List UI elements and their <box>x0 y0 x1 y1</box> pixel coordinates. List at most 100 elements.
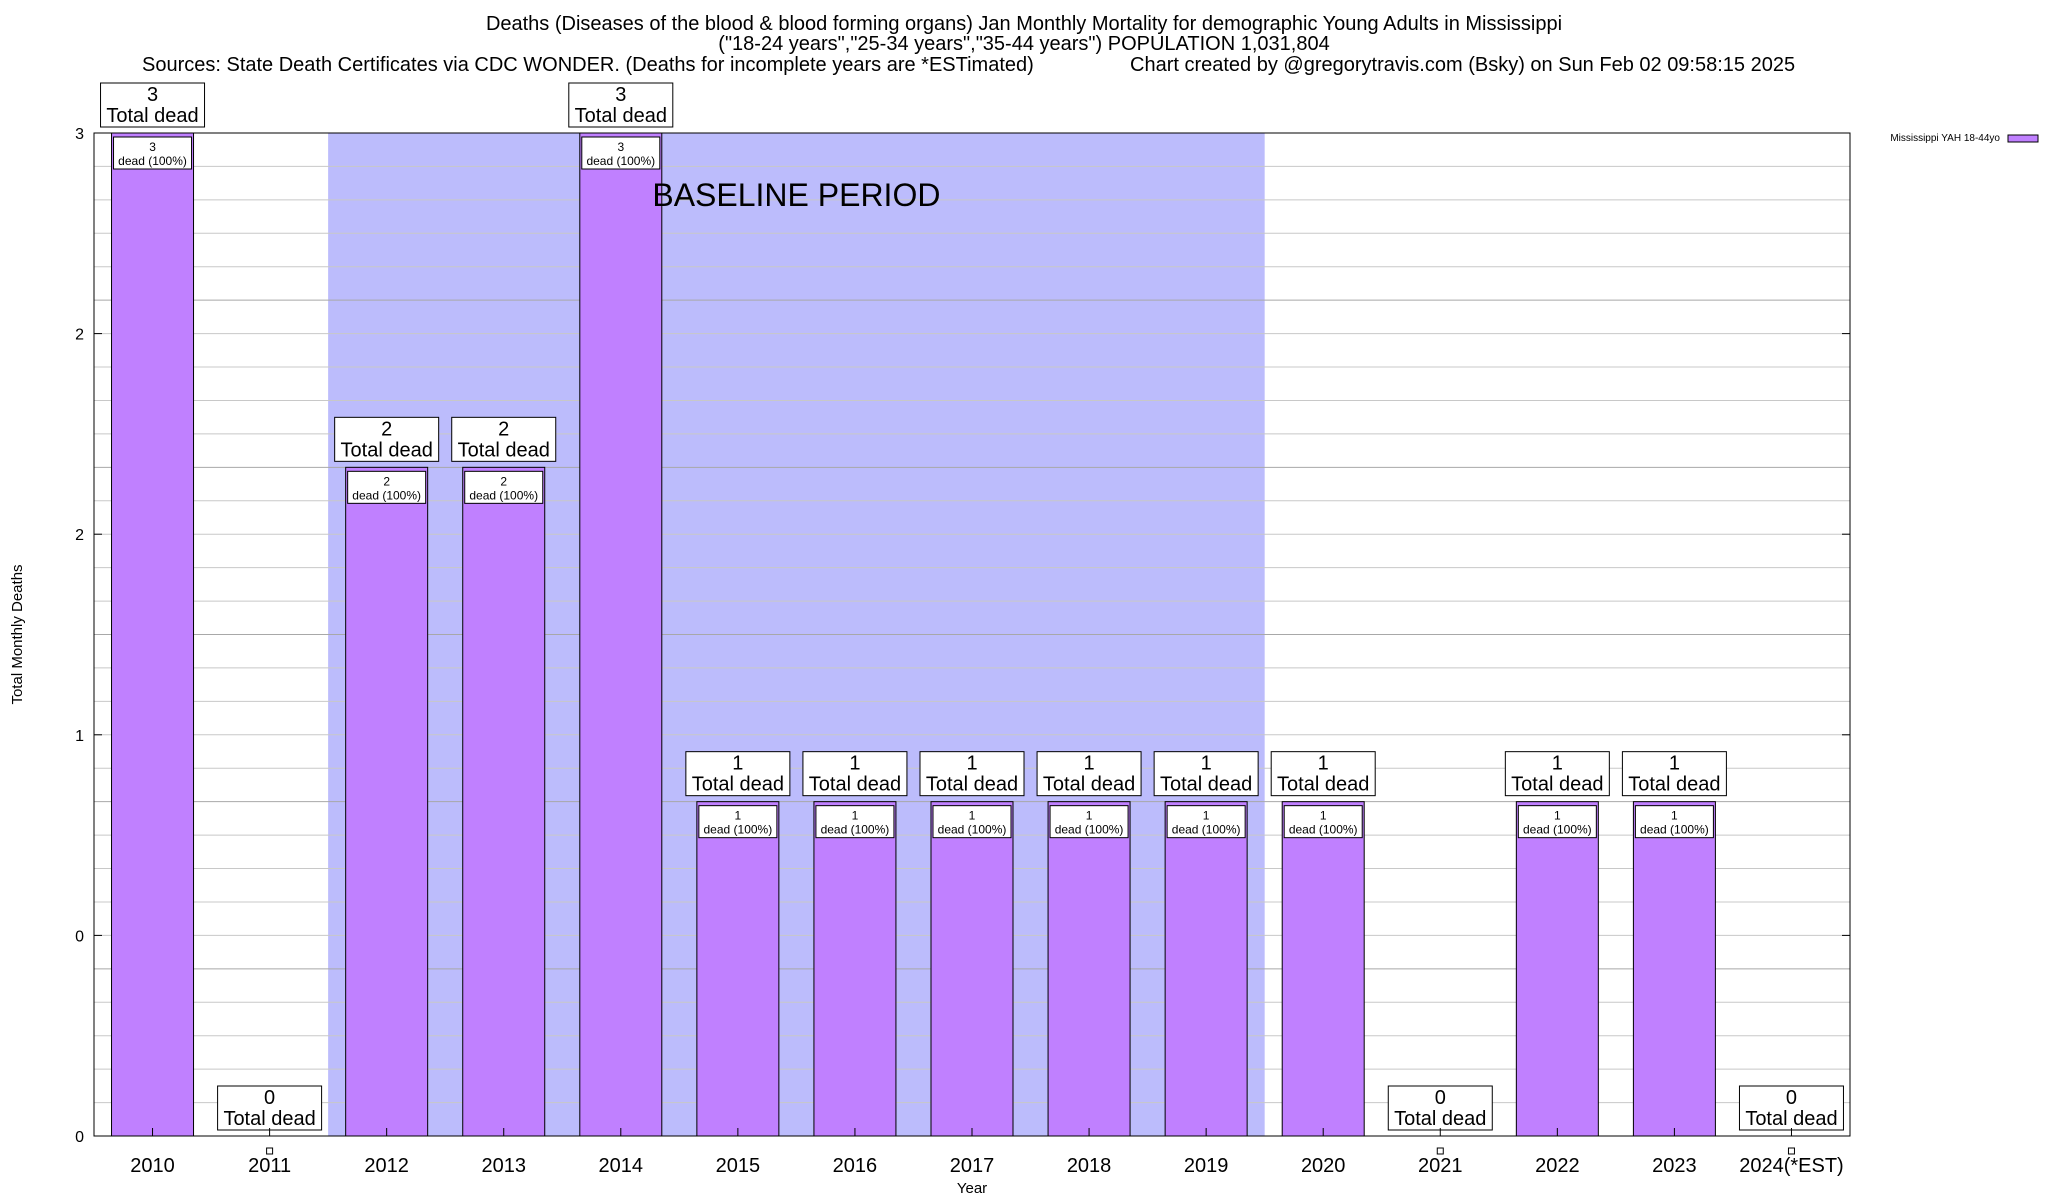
x-tick-label: 2023 <box>1652 1155 1697 1177</box>
bar-inner-value: 1 <box>1320 809 1327 823</box>
x-tick-label: 2021 <box>1418 1155 1463 1177</box>
bar-inner-value: 3 <box>149 140 156 154</box>
x-tick-label: 2024(*EST) <box>1739 1155 1844 1177</box>
total-label-box <box>1504 751 1610 797</box>
bar-inner-value: 1 <box>1203 809 1210 823</box>
x-tick-label: 2022 <box>1535 1155 1580 1177</box>
bar <box>813 801 897 1137</box>
bar-inner-label-box <box>1634 805 1714 839</box>
total-value-label: 1 <box>1552 753 1563 775</box>
bar-inner-label: dead (100%) <box>352 488 421 502</box>
bar <box>111 132 195 1137</box>
total-label-box <box>919 751 1025 797</box>
total-value-label: 1 <box>1084 753 1095 775</box>
credit-text: Chart created by @gregorytravis.com (Bsk… <box>1130 54 1796 76</box>
total-dead-label: Total dead <box>1394 1108 1486 1130</box>
total-dead-label: Total dead <box>341 439 433 461</box>
bar-inner-label: dead (100%) <box>1055 823 1124 837</box>
zero-marker <box>1787 1147 1795 1155</box>
total-value-label: 1 <box>966 753 977 775</box>
total-dead-label: Total dead <box>223 1108 315 1130</box>
total-label-box <box>568 82 674 128</box>
x-tick-label: 2016 <box>833 1155 878 1177</box>
bar <box>1164 801 1248 1137</box>
total-label-box <box>802 751 908 797</box>
bar <box>930 801 1014 1137</box>
bar-inner-label: dead (100%) <box>1172 823 1241 837</box>
total-label-box <box>685 751 791 797</box>
chart-subtitle: Sources: State Death Certificates via CD… <box>0 54 2048 76</box>
bar-inner-label: dead (100%) <box>118 154 187 168</box>
total-value-label: 3 <box>615 84 626 106</box>
total-dead-label: Total dead <box>1160 774 1252 796</box>
total-value-label: 3 <box>147 84 158 106</box>
bar <box>1632 801 1716 1137</box>
bar-inner-label-box <box>932 805 1012 839</box>
bar <box>462 466 546 1137</box>
bar-inner-label: dead (100%) <box>1523 823 1592 837</box>
total-value-label: 1 <box>1318 753 1329 775</box>
bar-inner-label: dead (100%) <box>1640 823 1709 837</box>
total-label-box <box>100 82 206 128</box>
bar-inner-label: dead (100%) <box>586 154 655 168</box>
total-dead-label: Total dead <box>1745 1108 1837 1130</box>
total-label-box <box>217 1085 323 1131</box>
zero-marker <box>266 1147 274 1155</box>
bar-inner-label-box <box>1283 805 1363 839</box>
chart-title: Deaths (Diseases of the blood & blood fo… <box>0 14 2048 54</box>
total-value-label: 1 <box>732 753 743 775</box>
bar-inner-label-box <box>1049 805 1129 839</box>
chart-title-line-1: Deaths (Diseases of the blood & blood fo… <box>485 13 1563 35</box>
x-tick-label: 2018 <box>1067 1155 1112 1177</box>
total-dead-label: Total dead <box>809 774 901 796</box>
y-tick-label: 0 <box>75 928 84 945</box>
total-dead-label: Total dead <box>692 774 784 796</box>
bar-inner-label: dead (100%) <box>938 823 1007 837</box>
bar-inner-value: 1 <box>1671 809 1678 823</box>
y-tick-label: 1 <box>75 728 84 745</box>
bar-inner-label: dead (100%) <box>704 823 773 837</box>
bar-inner-label-box <box>1166 805 1246 839</box>
bar-inner-label: dead (100%) <box>1289 823 1358 837</box>
x-tick-label: 2019 <box>1184 1155 1229 1177</box>
y-axis-label: Total Monthly Deaths <box>9 564 26 704</box>
plot-border <box>93 132 1851 1137</box>
total-label-box <box>1738 1085 1844 1131</box>
x-axis-label: Year <box>957 1180 987 1197</box>
bar <box>579 132 663 1137</box>
total-label-box <box>334 416 440 462</box>
bar <box>1047 801 1131 1137</box>
bar <box>1515 801 1599 1137</box>
total-value-label: 0 <box>1435 1087 1446 1109</box>
x-tick-label: 2017 <box>950 1155 995 1177</box>
x-tick-label: 2013 <box>481 1155 526 1177</box>
x-tick-label: 2014 <box>599 1155 644 1177</box>
total-label-box <box>1270 751 1376 797</box>
total-value-label: 2 <box>498 418 509 440</box>
y-tick-label: 2 <box>75 327 84 344</box>
x-tick-label: 2020 <box>1301 1155 1346 1177</box>
total-value-label: 1 <box>1669 753 1680 775</box>
chart-title-line-2: ("18-24 years","25-34 years","35-44 year… <box>718 33 1330 55</box>
total-value-label: 0 <box>1786 1087 1797 1109</box>
total-dead-label: Total dead <box>926 774 1018 796</box>
bar-inner-value: 1 <box>852 809 859 823</box>
y-tick-label: 0 <box>75 1129 84 1146</box>
y-tick-label: 3 <box>75 126 84 143</box>
total-value-label: 1 <box>1201 753 1212 775</box>
legend-label: Mississippi YAH 18-44yo <box>1890 133 2000 144</box>
y-tick-label: 2 <box>75 527 84 544</box>
total-value-label: 0 <box>264 1087 275 1109</box>
legend-swatch <box>2007 134 2039 143</box>
bar-inner-value: 3 <box>617 140 624 154</box>
bar-inner-label-box <box>581 136 661 170</box>
total-dead-label: Total dead <box>1511 774 1603 796</box>
zero-marker <box>1436 1147 1444 1155</box>
baseline-period-label: BASELINE PERIOD <box>652 177 940 213</box>
total-dead-label: Total dead <box>575 105 667 127</box>
bar-inner-label: dead (100%) <box>821 823 890 837</box>
total-dead-label: Total dead <box>1043 774 1135 796</box>
bar-inner-value: 1 <box>735 809 742 823</box>
